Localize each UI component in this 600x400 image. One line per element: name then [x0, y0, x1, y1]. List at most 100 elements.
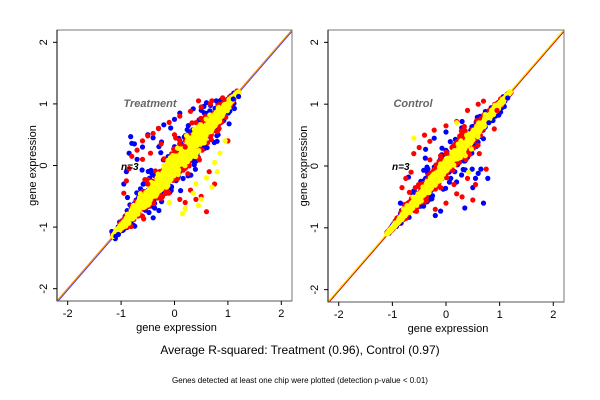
data-point	[204, 128, 210, 134]
data-point	[450, 156, 456, 162]
data-point-red	[134, 147, 140, 153]
data-point-red	[121, 190, 127, 196]
data-point-red	[408, 169, 414, 175]
data-point	[384, 231, 390, 237]
data-point	[439, 145, 445, 151]
data-point	[151, 201, 157, 207]
x-tick-label: 0	[171, 308, 177, 320]
data-point-red	[438, 185, 444, 191]
data-point	[176, 162, 182, 168]
x-axis-label: gene expression	[408, 323, 489, 335]
data-point	[157, 185, 163, 191]
data-point	[193, 120, 199, 126]
data-point	[125, 219, 131, 225]
data-point-red	[177, 113, 183, 119]
data-point-red	[470, 197, 476, 203]
y-tick-label: 1	[38, 101, 50, 107]
n-label: n=3	[121, 162, 139, 173]
data-point-red	[150, 130, 156, 137]
data-point	[406, 205, 412, 211]
data-point-yellow	[190, 190, 196, 196]
y-tick-label: 1	[309, 101, 321, 107]
data-point	[456, 147, 462, 153]
data-point-blue	[462, 205, 468, 211]
x-tick-label: 0	[443, 309, 449, 321]
y-axis-label: gene expression	[298, 126, 310, 207]
plot-area	[57, 30, 292, 301]
data-point	[475, 134, 481, 140]
data-point	[226, 121, 232, 127]
data-point	[414, 198, 420, 204]
data-point	[459, 172, 465, 178]
data-point	[146, 209, 152, 216]
data-point	[468, 146, 474, 152]
data-point	[424, 184, 430, 191]
data-point	[152, 205, 158, 211]
data-point-yellow	[209, 184, 215, 190]
data-point	[126, 214, 132, 220]
data-point-red	[403, 175, 409, 181]
data-point	[184, 159, 191, 165]
x-tick-label: -1	[116, 308, 126, 320]
data-point-red	[483, 166, 489, 172]
data-point-yellow	[166, 199, 172, 206]
data-point	[216, 118, 223, 124]
data-point	[161, 156, 167, 162]
data-point-red	[480, 98, 487, 104]
data-point-red	[139, 138, 146, 144]
data-point	[168, 163, 174, 169]
data-point	[424, 164, 430, 170]
data-point	[425, 179, 431, 185]
data-point-yellow	[203, 175, 210, 181]
data-point	[398, 215, 404, 221]
y-tick-label: 2	[38, 39, 50, 45]
data-point-blue	[475, 170, 481, 176]
data-point-red	[155, 125, 162, 132]
data-point	[189, 120, 195, 126]
data-point	[150, 215, 156, 221]
data-point-red	[139, 156, 146, 162]
data-point	[139, 197, 145, 203]
data-point	[419, 190, 425, 196]
data-point	[210, 118, 216, 124]
data-point-blue	[472, 175, 479, 181]
data-point	[490, 110, 496, 116]
data-point-blue	[486, 120, 492, 126]
data-point	[211, 124, 217, 130]
data-point-red	[198, 104, 204, 110]
data-point	[430, 172, 436, 178]
data-point	[178, 188, 184, 194]
data-point-yellow	[193, 181, 199, 187]
data-point-yellow	[217, 150, 223, 156]
y-tick-label: -2	[309, 285, 321, 295]
data-point-blue	[236, 93, 242, 100]
data-point-red	[129, 153, 135, 159]
data-point	[180, 167, 186, 173]
data-point-blue	[438, 208, 444, 214]
data-point-red	[464, 175, 471, 181]
data-point-blue	[128, 134, 134, 140]
data-point	[475, 142, 481, 148]
data-point-red	[427, 138, 433, 144]
data-point	[412, 185, 418, 191]
data-point-blue	[478, 166, 484, 172]
data-point	[469, 166, 475, 172]
data-point-red	[491, 126, 497, 132]
x-axis-label: gene expression	[136, 322, 217, 334]
data-point-red	[421, 132, 428, 138]
data-point	[208, 128, 214, 135]
data-point-blue	[131, 141, 137, 147]
data-point	[185, 171, 191, 177]
data-point-red	[214, 129, 220, 135]
data-point	[181, 153, 187, 159]
data-point-red	[475, 101, 481, 107]
data-point-red	[431, 127, 437, 133]
data-point	[141, 216, 147, 222]
data-point-blue	[480, 200, 487, 206]
data-point-red	[123, 178, 129, 184]
data-point	[444, 175, 450, 181]
data-point-red	[459, 194, 465, 200]
y-tick-label: 0	[309, 163, 321, 169]
data-point-blue	[459, 118, 465, 125]
data-point	[416, 194, 422, 200]
